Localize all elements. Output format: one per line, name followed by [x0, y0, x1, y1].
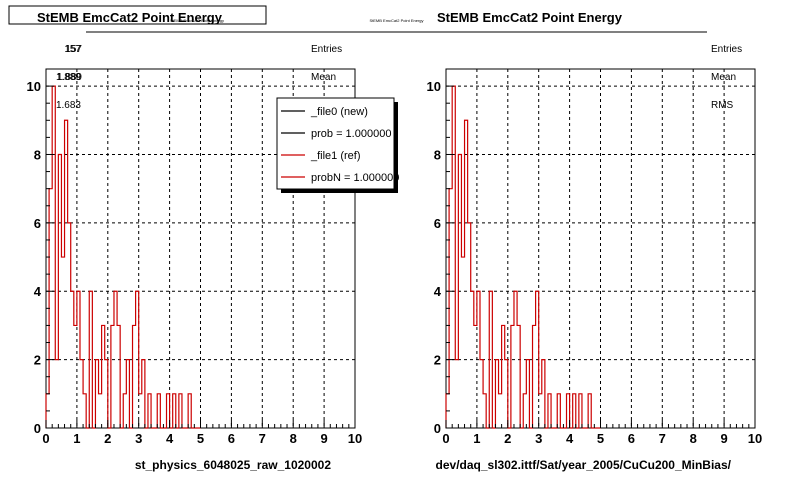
x-tick-label: 5 [597, 431, 604, 446]
x-tick-label: 9 [320, 431, 327, 446]
legend: _file0 (new) prob = 1.000000 _file1 (ref) p… [276, 97, 399, 193]
histogram-panel-1: 0 1 2 3 4 5 6 7 8 9 10 0 2 4 6 8 10 st_physics_6048025_ra… [7, 5, 399, 472]
y-tick-label: 6 [434, 216, 441, 231]
title-box [8, 5, 267, 25]
x-tick-label: 1 [73, 431, 80, 446]
y-tick-label: 8 [434, 147, 441, 162]
y-axis: 0 2 4 6 8 10 [427, 79, 454, 436]
plot-frame [445, 68, 756, 429]
stats-value: 1.889 [56, 72, 81, 83]
x-tick-label: 6 [628, 431, 635, 446]
x-axis-label: st_physics_6048025_raw_1020002 [135, 458, 331, 472]
legend-label: probN = 1.000000 [311, 172, 399, 184]
stats-header: StEMB EmcCat2 Point Energy [369, 18, 423, 23]
x-tick-label: 3 [535, 431, 542, 446]
y-tick-label: 0 [434, 421, 441, 436]
y-axis: 0 2 4 6 8 10 [27, 79, 54, 436]
stats-label: RMS [711, 100, 734, 111]
stats-value: 157 [64, 44, 81, 55]
legend-label: prob = 1.000000 [311, 128, 391, 140]
legend-label: _file1 (ref) [310, 150, 361, 162]
histogram-series [445, 85, 601, 429]
x-tick-label: 2 [504, 431, 511, 446]
chart-title: StEMB EmcCat2 Point Energy [37, 10, 223, 25]
histogram-series [45, 85, 201, 429]
x-tick-label: 9 [720, 431, 727, 446]
stats-label: Entries [711, 44, 742, 55]
legend-label: _file0 (new) [310, 106, 368, 118]
y-tick-label: 6 [34, 216, 41, 231]
x-tick-label: 0 [442, 431, 449, 446]
y-tick-label: 0 [34, 421, 41, 436]
x-tick-label: 5 [197, 431, 204, 446]
chart-title: StEMB EmcCat2 Point Energy [437, 10, 623, 25]
y-tick-label: 4 [434, 284, 442, 299]
x-tick-label: 2 [104, 431, 111, 446]
x-tick-label: 0 [42, 431, 49, 446]
stats-header: StEMB EmcCat2 Point Energy [170, 18, 224, 23]
x-tick-label: 10 [748, 431, 762, 446]
y-tick-label: 2 [434, 353, 441, 368]
legend-frame [276, 97, 395, 190]
x-tick-label: 8 [290, 431, 297, 446]
x-tick-label: 7 [659, 431, 666, 446]
x-tick-label: 10 [348, 431, 362, 446]
y-tick-label: 2 [34, 353, 41, 368]
histogram-panel-2: 0 1 2 3 4 5 6 7 8 9 10 0 2 4 6 8 10 dev/daq_sl302.ittf/Sa… [56, 6, 793, 472]
stats-label: Mean [711, 72, 736, 83]
y-tick-label: 10 [427, 79, 441, 94]
x-tick-label: 7 [259, 431, 266, 446]
y-tick-label: 10 [27, 79, 41, 94]
stats-value: 157 [65, 44, 82, 55]
stats-value: 1.683 [56, 100, 81, 111]
x-axis: 0 1 2 3 4 5 6 7 8 9 10 [442, 420, 762, 446]
x-tick-label: 3 [135, 431, 142, 446]
x-tick-label: 6 [228, 431, 235, 446]
y-tick-label: 4 [34, 284, 42, 299]
stats-label: Mean [311, 72, 336, 83]
y-tick-label: 8 [34, 147, 41, 162]
stats-label: Entries [311, 44, 342, 55]
x-tick-label: 8 [690, 431, 697, 446]
x-tick-label: 1 [473, 431, 480, 446]
x-axis: 0 1 2 3 4 5 6 7 8 9 10 [42, 420, 362, 446]
stats-value: 1.889 [57, 72, 82, 83]
x-tick-label: 4 [166, 431, 174, 446]
stats-box: StEMB EmcCat2 Point Energy Entries 157 Mean… [56, 18, 742, 111]
x-tick-label: 4 [566, 431, 574, 446]
x-axis-label: dev/daq_sl302.ittf/Sat/year_2005/CuCu200… [436, 458, 732, 472]
